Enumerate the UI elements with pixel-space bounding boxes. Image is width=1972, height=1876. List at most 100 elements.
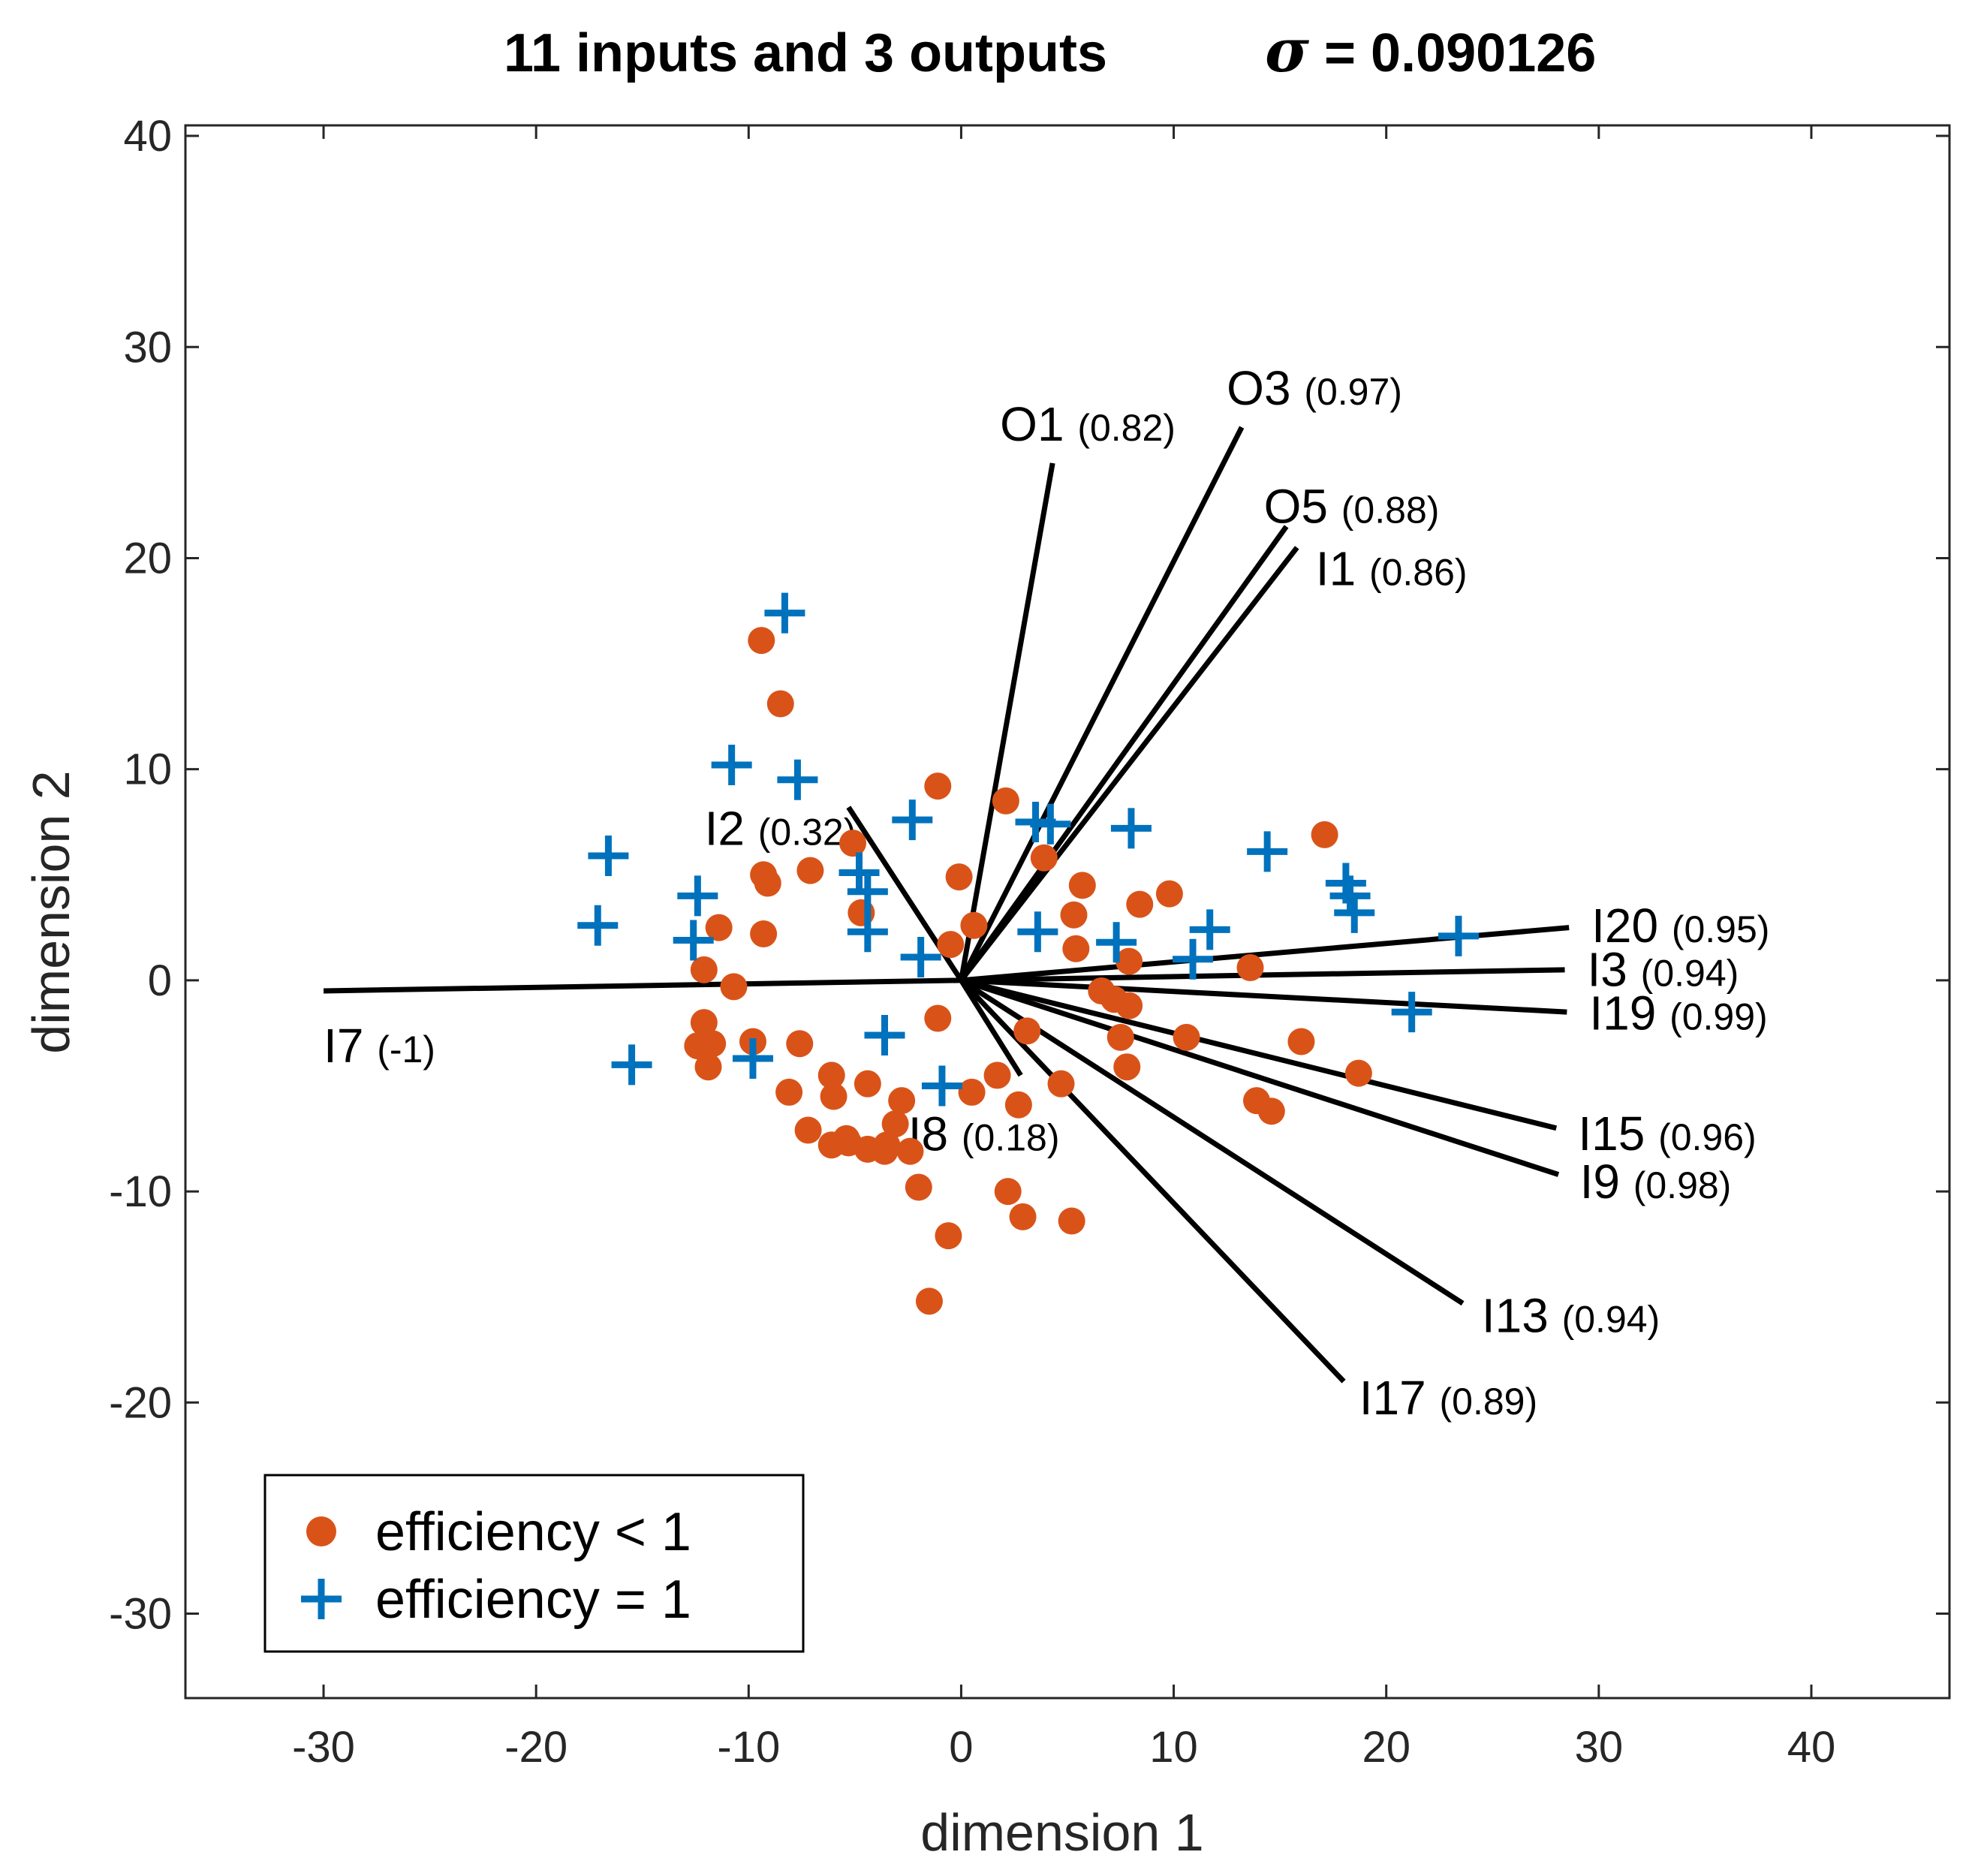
vector-o1 — [958, 462, 1055, 981]
vector-label-i19: I19 (0.99) — [1589, 986, 1767, 1040]
point-inefficient — [1115, 947, 1143, 975]
vector-i15 — [960, 977, 1558, 1131]
vector-name: I20 — [1591, 899, 1672, 953]
vector-label-i15: I15 (0.96) — [1578, 1107, 1756, 1161]
vector-name: O5 — [1264, 479, 1341, 533]
point-inefficient — [750, 920, 778, 948]
point-inefficient — [1257, 1098, 1285, 1125]
loading-vectors: O1 (0.82) O3 (0.97) O5 (0.88) I1 (0.86) I2 (… — [323, 361, 1769, 1425]
point-inefficient — [896, 1137, 924, 1165]
vector-label-o1: O1 (0.82) — [1000, 397, 1176, 451]
point-inefficient — [1155, 880, 1183, 908]
vector-name: I17 — [1359, 1371, 1440, 1425]
vector-value: (-1) — [377, 1028, 435, 1070]
point-inefficient — [690, 956, 718, 983]
point-inefficient — [775, 1078, 803, 1106]
x-tick-label: -30 — [292, 1723, 355, 1772]
point-inefficient — [937, 931, 965, 959]
point-efficient — [892, 799, 933, 841]
vector-value: (0.97) — [1304, 371, 1402, 413]
vector-name: I9 — [1580, 1155, 1633, 1209]
point-efficient — [1334, 892, 1375, 933]
sigma-symbol: σ — [1265, 15, 1309, 86]
axes: -30 -20 -10 0 10 20 30 40 -30 -20 -10 0 10 20 30 40 — [109, 112, 1951, 1772]
point-inefficient — [1009, 1203, 1037, 1230]
point-inefficient — [1344, 1059, 1372, 1087]
point-efficient — [777, 759, 818, 800]
vector-i8 — [959, 979, 1023, 1077]
point-inefficient — [705, 914, 733, 941]
point-inefficient — [786, 1030, 814, 1058]
vector-name: I3 — [1588, 942, 1641, 996]
point-inefficient — [888, 1087, 916, 1115]
point-inefficient — [924, 772, 952, 800]
point-efficient — [1189, 909, 1230, 950]
y-tick-label: 30 — [123, 323, 172, 372]
point-inefficient — [690, 1009, 718, 1037]
point-efficient — [677, 875, 718, 917]
vector-i13 — [959, 977, 1465, 1306]
legend-marker-inefficient — [306, 1516, 336, 1546]
point-inefficient — [958, 1078, 986, 1106]
point-inefficient — [881, 1110, 909, 1138]
point-inefficient — [1062, 935, 1090, 962]
x-tick-label: 20 — [1362, 1723, 1411, 1772]
x-tick-label: -10 — [717, 1723, 780, 1772]
point-efficient — [1173, 938, 1214, 980]
scatter-points — [577, 592, 1479, 1315]
point-inefficient — [871, 1137, 899, 1165]
vector-label-i13: I13 (0.94) — [1482, 1288, 1660, 1342]
legend-box — [263, 1474, 805, 1653]
point-inefficient — [1126, 890, 1154, 918]
point-inefficient — [754, 869, 781, 897]
point-inefficient — [1047, 1070, 1075, 1098]
point-inefficient — [699, 1030, 727, 1058]
vector-label-o3: O3 (0.97) — [1227, 361, 1402, 415]
x-tick-label: 10 — [1149, 1723, 1198, 1772]
point-inefficient — [1173, 1023, 1200, 1051]
point-inefficient — [820, 1083, 848, 1110]
point-inefficient — [694, 1053, 722, 1081]
vector-value: (0.98) — [1633, 1164, 1732, 1206]
point-inefficient — [994, 1178, 1022, 1206]
point-inefficient — [1068, 872, 1096, 899]
y-tick-label: 40 — [123, 112, 172, 161]
point-inefficient — [960, 911, 988, 939]
legend-plus-mark — [301, 1579, 342, 1619]
point-inefficient — [720, 973, 748, 1001]
chart-sigma: σ = 0.090126 — [1265, 15, 1596, 86]
vector-i7 — [323, 977, 962, 994]
point-efficient — [1030, 803, 1071, 845]
point-inefficient — [992, 787, 1019, 815]
point-efficient — [764, 592, 805, 634]
y-tick-label: 0 — [148, 956, 172, 1005]
point-inefficient — [1287, 1028, 1315, 1055]
point-efficient — [577, 905, 619, 946]
vector-name: I7 — [324, 1019, 377, 1073]
point-inefficient — [1113, 1053, 1141, 1081]
point-inefficient — [905, 1173, 932, 1201]
point-efficient — [1096, 922, 1137, 963]
point-inefficient — [766, 690, 794, 718]
vector-name: O1 — [1000, 397, 1077, 451]
legend-label-inefficient: efficiency < 1 — [375, 1502, 691, 1562]
y-tick-label: -10 — [109, 1167, 172, 1216]
point-efficient — [921, 1065, 962, 1107]
point-inefficient — [1115, 992, 1143, 1019]
point-efficient — [1017, 911, 1058, 953]
point-inefficient — [915, 1287, 943, 1315]
point-inefficient — [796, 857, 824, 884]
legend-marker-efficient — [301, 1579, 342, 1619]
vector-i1 — [959, 546, 1299, 983]
point-inefficient — [817, 1061, 845, 1089]
point-efficient — [673, 920, 714, 961]
vector-label-i17: I17 (0.89) — [1359, 1371, 1537, 1425]
vector-label-i8: I8 (0.18) — [908, 1107, 1060, 1161]
vector-value: (0.18) — [962, 1116, 1060, 1158]
x-tick-label: 30 — [1575, 1723, 1624, 1772]
point-inefficient — [1030, 844, 1058, 872]
y-tick-label: 10 — [123, 745, 172, 794]
point-efficient — [864, 1015, 905, 1056]
vector-o5 — [959, 525, 1289, 982]
